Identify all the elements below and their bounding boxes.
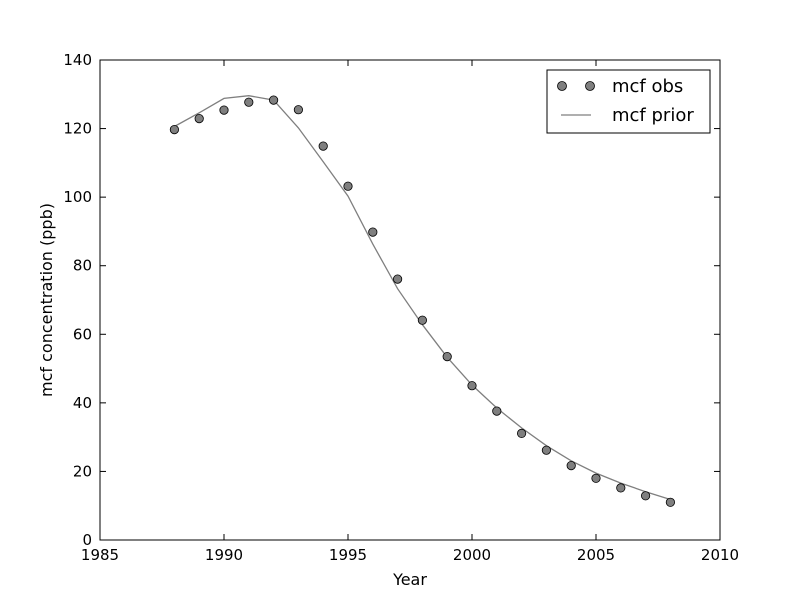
mcf-obs-point	[268, 95, 279, 105]
y-tick-label: 120	[63, 120, 92, 138]
y-tick-label: 80	[73, 257, 92, 275]
x-tick-label: 2000	[453, 546, 491, 564]
mcf-obs-point	[566, 460, 576, 471]
y-tick-label: 140	[63, 51, 92, 69]
mcf-obs-point	[293, 105, 303, 115]
x-tick-label: 2005	[577, 546, 615, 564]
mcf-obs-point	[541, 445, 552, 455]
legend-prior-label: mcf prior	[612, 105, 694, 126]
x-axis-label: Year	[392, 570, 427, 589]
mcf-obs-point	[467, 381, 477, 391]
mcf-obs-point	[417, 315, 427, 325]
y-tick-label: 20	[73, 462, 92, 480]
legend-obs-marker-1	[557, 81, 567, 91]
mcf-obs-point	[392, 274, 403, 284]
mcf-obs-point	[343, 181, 353, 191]
legend-obs-marker-2	[585, 81, 595, 91]
legend-obs-label: mcf obs	[612, 76, 683, 97]
mcf-obs-point	[318, 141, 328, 151]
x-tick-label: 2010	[701, 546, 739, 564]
plot-area	[100, 60, 720, 540]
mcf-obs-point	[244, 97, 254, 107]
mcf-obs-point	[665, 497, 676, 507]
mcf-obs-point	[442, 351, 452, 362]
x-tick-label: 1995	[329, 546, 367, 564]
y-tick-label: 0	[82, 531, 92, 549]
mcf-obs-point	[492, 406, 502, 416]
plot-frame	[99, 59, 721, 541]
mcf-obs-series	[169, 95, 676, 507]
mcf-obs-point	[616, 483, 626, 493]
y-tick-label: 100	[63, 188, 92, 206]
mcf-obs-point	[169, 125, 179, 135]
mcf-obs-point	[640, 491, 651, 501]
x-tick-label: 1990	[205, 546, 243, 564]
mcf-obs-point	[219, 105, 229, 115]
mcf-obs-point	[194, 114, 204, 124]
mcf-obs-point	[368, 227, 378, 237]
legend-box	[546, 69, 711, 134]
tick-labels: 1985 1990 1995 2000 2005 2010 0 20 40 60 80 100 120 1…	[63, 51, 739, 564]
legend: mcf obs mcf prior	[546, 69, 711, 134]
y-tick-label: 60	[73, 325, 92, 343]
y-tick-label: 40	[73, 394, 92, 412]
y-axis-label: mcf concentration (ppb)	[37, 203, 56, 397]
mcf-obs-point	[516, 428, 527, 438]
x-tick-label: 1985	[81, 546, 119, 564]
mcf-obs-point	[591, 473, 601, 483]
